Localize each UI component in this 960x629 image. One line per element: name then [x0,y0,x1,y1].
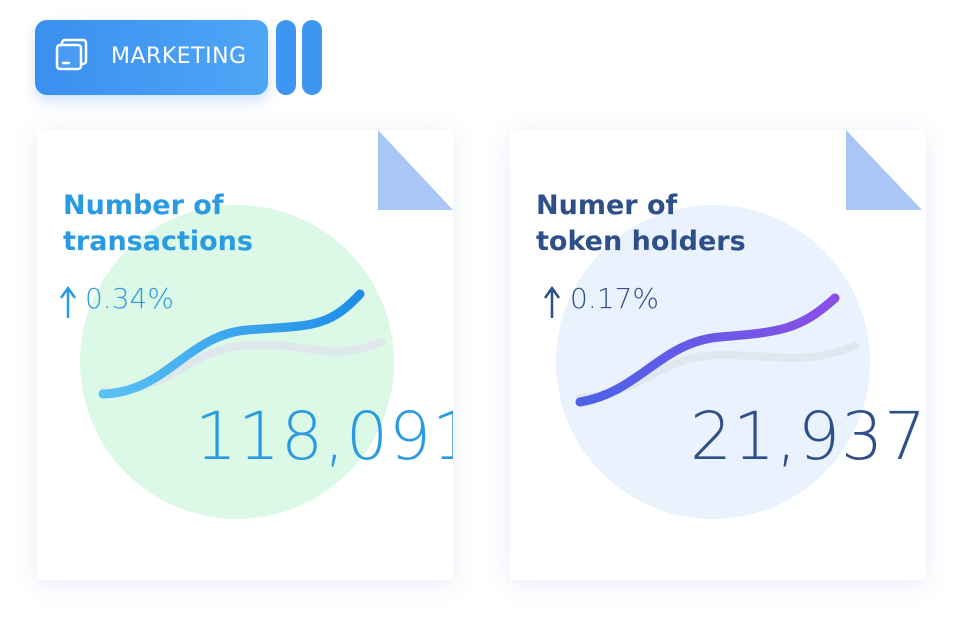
card-title: Number of transactions [63,190,253,257]
card-value: 118,091 [195,398,453,475]
card-art [59,130,453,519]
marketing-badge[interactable]: MARKETING [35,20,268,95]
stat-card: Numer of token holders 0.17% 21,937 [510,130,926,580]
stat-card: Number of transactions 0.34% 118,091 [37,130,453,580]
card-art [543,130,922,519]
card-title: Numer of token holders [536,190,746,257]
card-change: 0.34% [85,282,174,315]
card-change: 0.17% [570,282,659,315]
decor-pill [302,20,322,95]
card-value: 21,937 [690,398,926,475]
badge-label: MARKETING [111,44,247,69]
badge-icon [55,38,88,71]
decor-pill [276,20,296,95]
